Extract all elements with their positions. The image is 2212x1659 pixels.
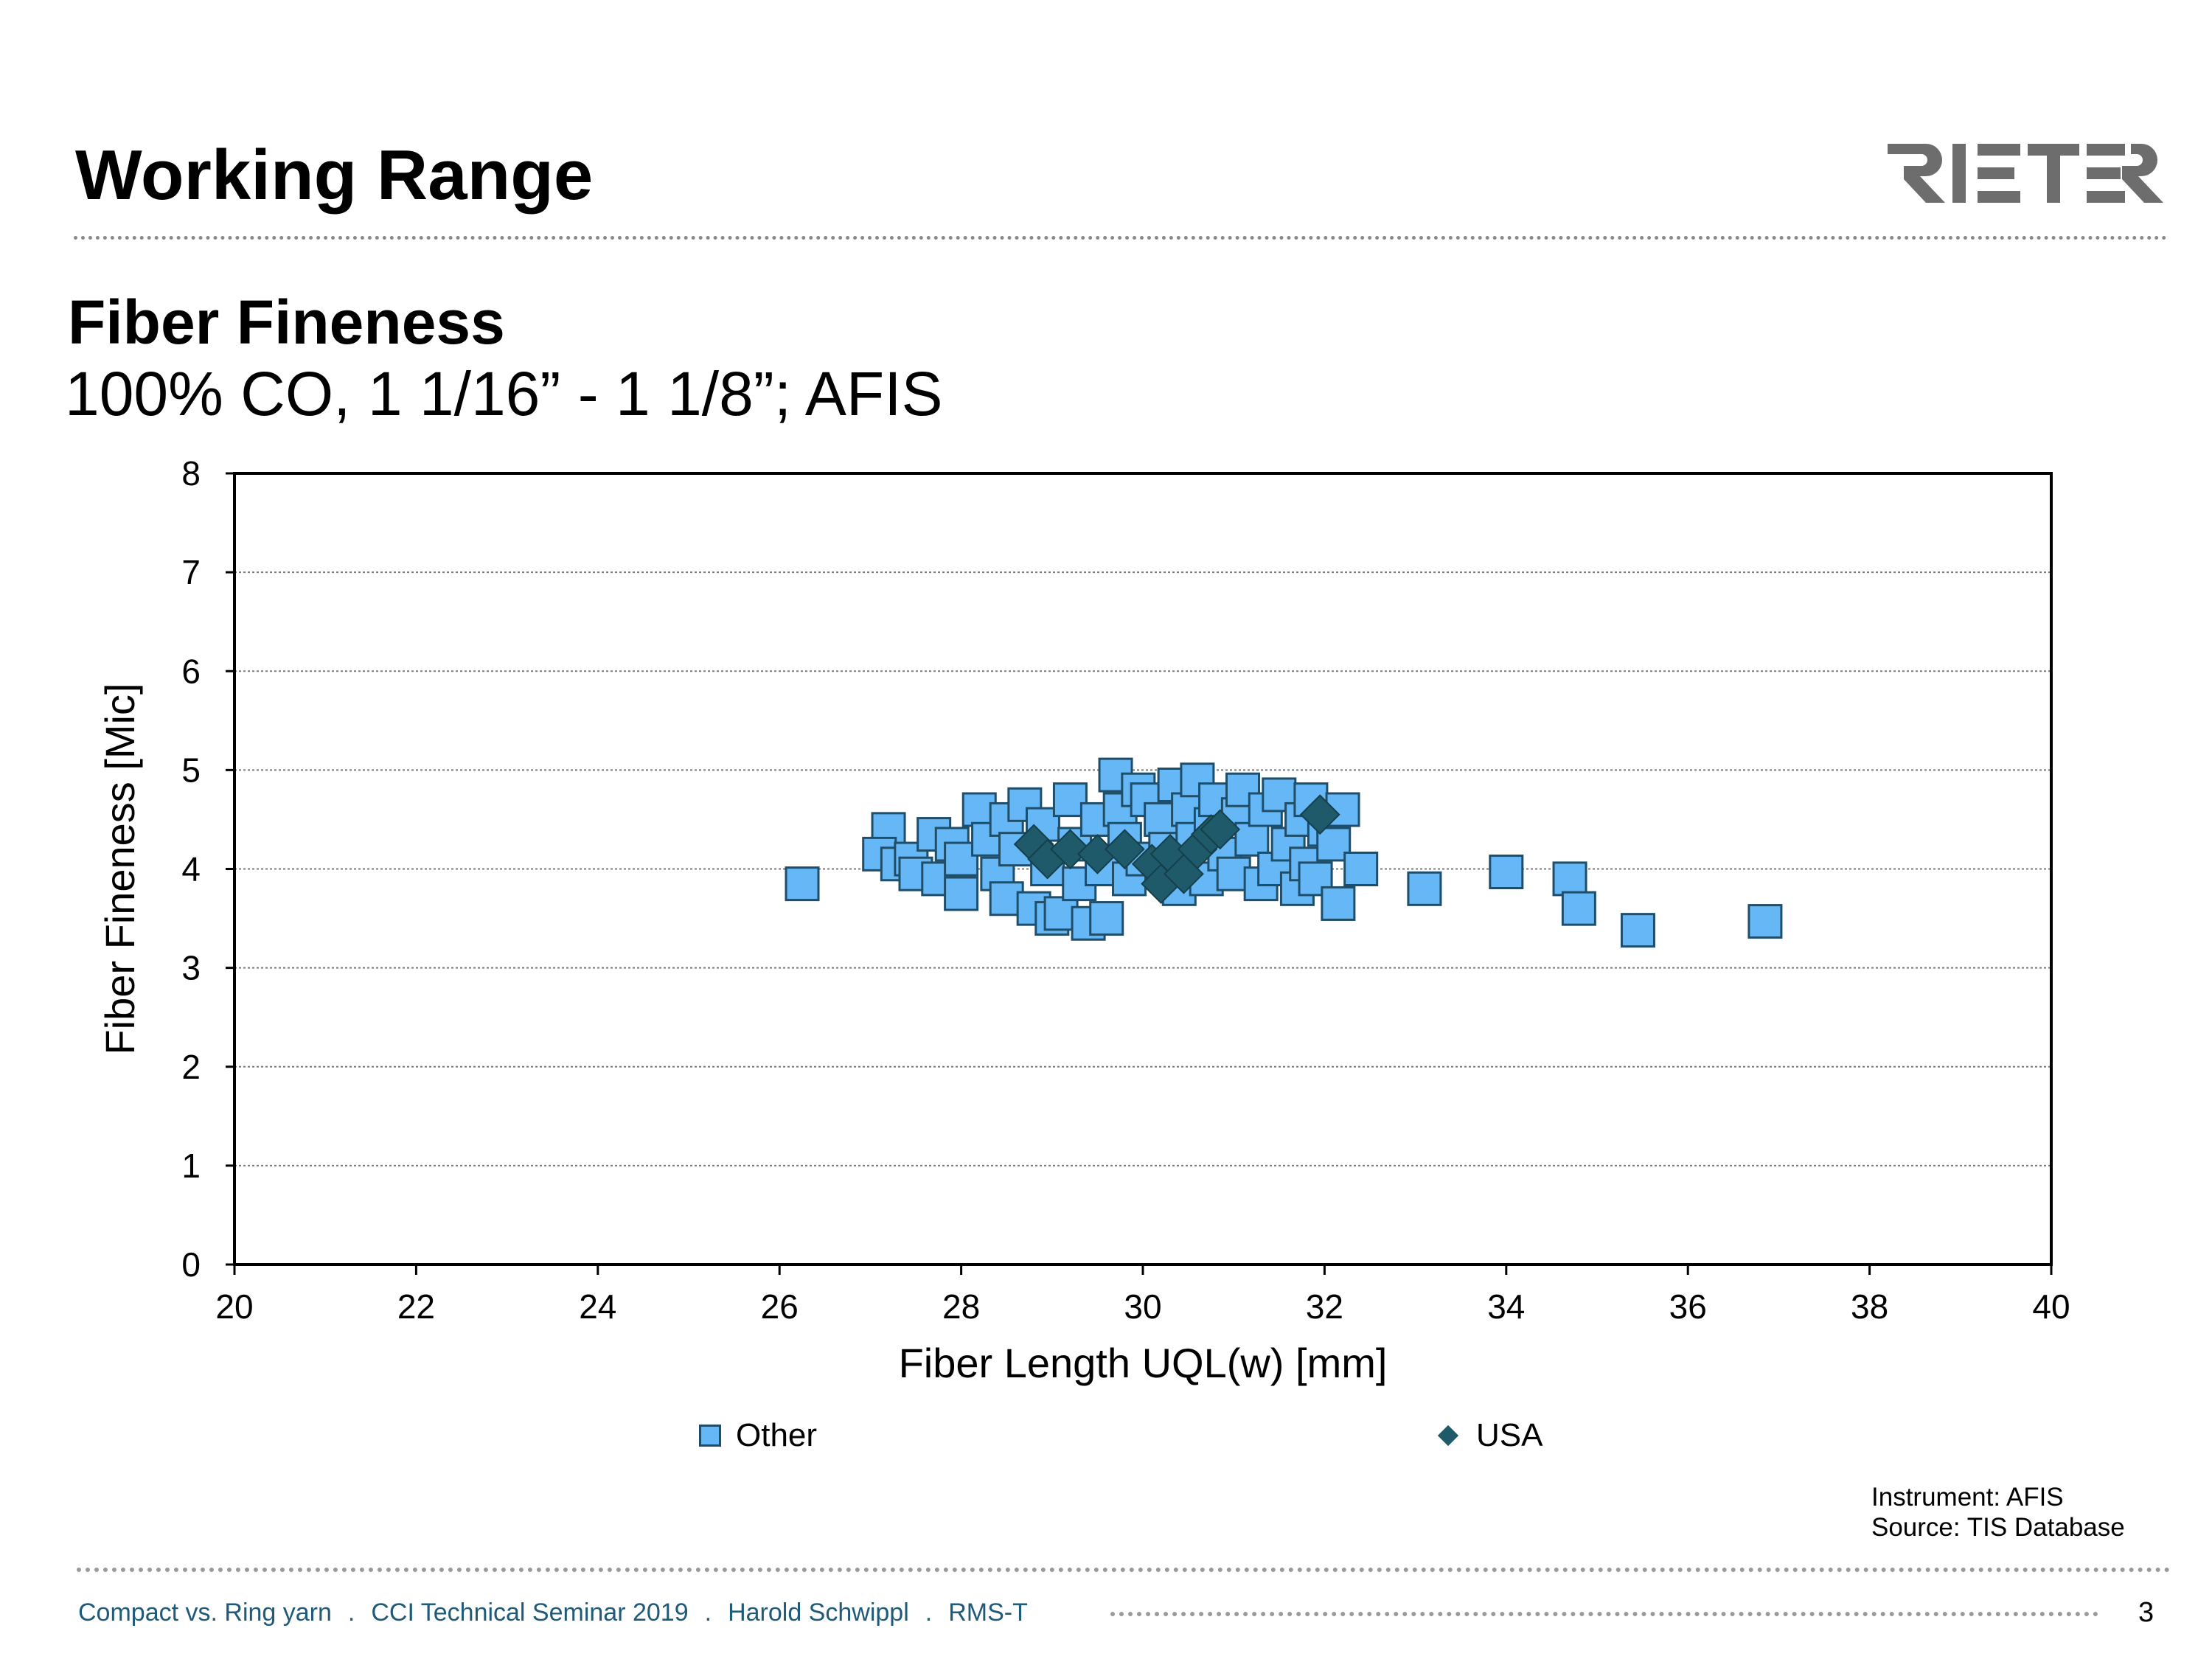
x-tick-label: 28 [942,1287,980,1326]
data-point-other [1234,821,1270,857]
data-point-other [1343,852,1379,886]
section-heading: Fiber Fineness [68,288,505,357]
data-point-other [1321,886,1356,921]
footer-event: CCI Technical Seminar 2019 [371,1599,689,1627]
x-tick-label: 36 [1669,1287,1707,1326]
y-tick-label: 4 [181,850,201,888]
x-tick-label: 20 [215,1287,253,1326]
y-tick-label: 3 [181,949,201,987]
data-point-usa [1200,809,1241,850]
footer-dots-top [77,1568,2171,1572]
y-tick-label: 2 [181,1048,201,1086]
x-tick-label: 24 [579,1287,616,1326]
x-tick-label: 22 [397,1287,435,1326]
legend-label-other: Other [736,1417,818,1453]
legend-item-other: Other [699,1419,817,1452]
square-marker-icon [699,1425,721,1447]
footer-author: Harold Schwippl [728,1599,909,1627]
y-tick-label: 7 [181,553,201,591]
data-point-other [1316,827,1352,862]
data-point-usa [1050,829,1091,870]
diamond-marker-icon [1437,1425,1459,1447]
data-point-other [1747,904,1783,939]
x-tick-label: 32 [1306,1287,1343,1326]
data-point-other [944,876,979,911]
y-tick-label: 5 [181,751,201,789]
instrument-line: Instrument: AFIS [1871,1483,2064,1512]
y-tick-label: 1 [181,1147,201,1185]
footer-dots-bottom [1110,1612,2098,1616]
section-subheading: 100% CO, 1 1/16” - 1 1/8”; AFIS [65,359,943,428]
data-point-other [1552,861,1587,897]
x-axis-title: Fiber Length UQL(w) [mm] [899,1340,1388,1386]
footer-presentation: Compact vs. Ring yarn [78,1599,332,1627]
x-tick-label: 26 [761,1287,799,1326]
footer-separator: . [925,1599,933,1627]
data-point-other [1561,891,1596,926]
data-point-other [1407,871,1442,906]
data-point-usa [1104,829,1145,870]
footer-separator: . [347,1599,355,1627]
legend-item-usa: USA [1436,1419,1543,1452]
rieter-logo [1888,144,2163,203]
x-tick-label: 38 [1851,1287,1888,1326]
y-tick-label: 6 [181,652,201,690]
footer-department: RMS-T [948,1599,1028,1627]
y-axis-title: Fiber Fineness [Mic] [97,683,143,1054]
data-point-other [1089,901,1124,936]
x-tick-label: 34 [1487,1287,1525,1326]
data-point-other [1298,861,1333,897]
slide-title: Working Range [75,136,594,215]
data-point-other [1489,855,1524,890]
page-number: 3 [2138,1597,2154,1628]
x-tick-label: 30 [1124,1287,1161,1326]
x-tick-label: 40 [2032,1287,2070,1326]
legend-label-usa: USA [1476,1417,1543,1453]
title-divider [74,236,2168,240]
source-note: Instrument: AFIS Source: TIS Database [1871,1482,2125,1543]
source-line: Source: TIS Database [1871,1513,2125,1543]
y-tick-label: 8 [181,454,201,493]
data-point-other [785,866,820,902]
data-point-usa [1299,794,1340,835]
y-tick-label: 0 [181,1245,201,1284]
footer: Compact vs. Ring yarn. CCI Technical Semi… [78,1599,1028,1627]
data-point-other [1620,913,1655,948]
footer-separator: . [704,1599,712,1627]
